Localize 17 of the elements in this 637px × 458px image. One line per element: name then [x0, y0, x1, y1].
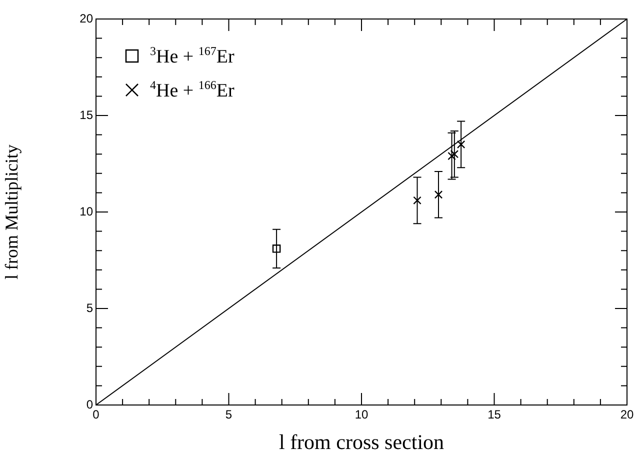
point	[413, 196, 422, 205]
x-tick-label: 20	[620, 408, 634, 422]
x-axis-title: l from cross section	[278, 430, 445, 454]
x-tick-label: 5	[225, 408, 232, 422]
y-tick-label: 10	[80, 204, 94, 218]
x-tick-label: 15	[488, 408, 502, 422]
y-tick-label: 5	[86, 300, 94, 315]
legend-label: $^{4}$He + $^{166}$Er	[150, 78, 234, 102]
y-tick-label: 20	[80, 11, 94, 26]
y-tick-label: 0	[86, 397, 94, 412]
x-tick-label: 10	[354, 408, 368, 422]
point	[456, 140, 466, 149]
point	[272, 244, 281, 253]
point	[434, 190, 443, 199]
legend-label: $^{3}$He + $^{167}$Er	[150, 44, 234, 68]
y-axis-title: l from Multiplicity	[2, 144, 22, 280]
y-tick-label: 15	[80, 108, 94, 122]
